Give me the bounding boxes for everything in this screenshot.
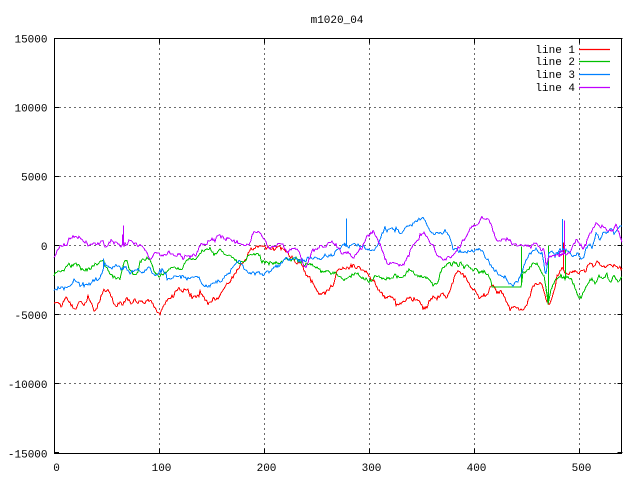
svg-text:100: 100 xyxy=(152,463,172,475)
svg-text:0: 0 xyxy=(41,242,48,254)
svg-text:400: 400 xyxy=(467,463,487,475)
svg-text:300: 300 xyxy=(362,463,382,475)
svg-text:line 3: line 3 xyxy=(535,70,575,82)
svg-text:-15000: -15000 xyxy=(8,449,48,461)
svg-text:line 1: line 1 xyxy=(535,45,575,57)
svg-text:-10000: -10000 xyxy=(8,380,48,392)
svg-text:m1020_04: m1020_04 xyxy=(311,15,364,27)
svg-text:5000: 5000 xyxy=(21,173,47,185)
svg-text:-5000: -5000 xyxy=(14,311,47,323)
svg-text:10000: 10000 xyxy=(14,104,47,116)
svg-text:line 2: line 2 xyxy=(535,57,575,69)
svg-text:15000: 15000 xyxy=(14,34,47,46)
svg-text:200: 200 xyxy=(257,463,277,475)
svg-text:0: 0 xyxy=(53,463,60,475)
svg-text:500: 500 xyxy=(572,463,592,475)
svg-text:line 4: line 4 xyxy=(535,83,575,95)
